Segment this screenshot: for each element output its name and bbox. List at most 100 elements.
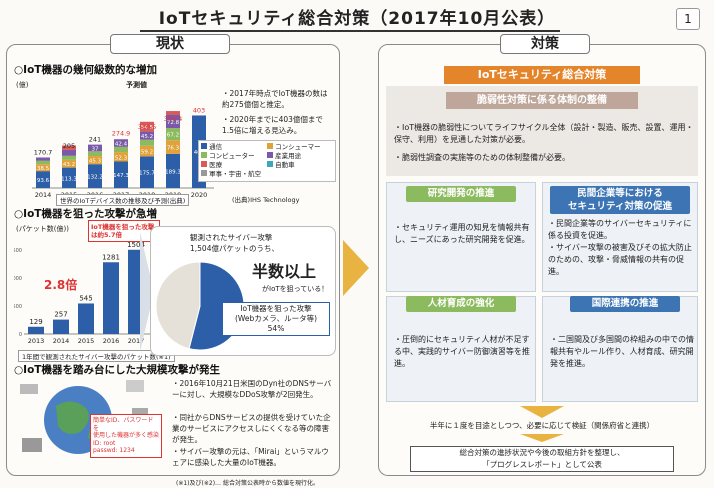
pie-text-1: 観測されたサイバー攻撃 <box>190 233 273 242</box>
pie-text-3: がIoTを狙っている！ <box>262 285 329 293</box>
bar-value-label: 37 <box>92 146 99 152</box>
bar-value-label: 1504 <box>127 241 145 249</box>
bar-segment <box>166 153 180 188</box>
y-tick-label: 1000 <box>14 276 22 282</box>
total-measures-title: IoTセキュリティ総合対策 <box>444 66 640 84</box>
private-sector-heading: 民間企業等における セキュリティ対策の促進 <box>550 186 690 214</box>
callout-line: passwd: 1234 <box>93 447 135 454</box>
forecast-label: 予測値 <box>126 81 147 89</box>
ddos-bullet-1: ・2016年10月21日米国のDyn社のDNSサーバーに対し、大規模なDDoS攻… <box>172 379 332 399</box>
ddos-illustration: 簡単なID、パスワードを 使用した機器が多く感染 ID: root passwd… <box>16 378 166 464</box>
legend-swatch <box>267 152 273 158</box>
bar-segment <box>88 164 102 188</box>
bar-value-label: 129 <box>29 318 42 326</box>
device-chart-legend: 通信 コンシューマー コンピューター 産業用途 医療 自動車 軍事・宇宙・航空 <box>198 140 336 182</box>
bar-segment <box>140 156 154 188</box>
bar-value-label: 72.8 <box>167 120 180 126</box>
bar-segment <box>62 149 76 156</box>
vulnerability-heading: 脆弱性対策に係る体制の整備 <box>446 92 638 109</box>
legend-swatch <box>201 170 207 176</box>
page-title: IoTセキュリティ総合対策（2017年10月公表） <box>158 9 556 29</box>
legend-item: 自動車 <box>275 161 295 169</box>
bar-total-label: 403 <box>193 106 205 114</box>
attack-chart-caption: 1年間で観測されたサイバー攻撃のパケット数(※1) <box>18 350 175 362</box>
footnote: (※1)及び(※2)… 総合対策公表時から数値を現行化。 <box>176 480 319 487</box>
bar-segment <box>114 161 128 188</box>
device-chart-unit: (億) <box>16 81 29 89</box>
rd-text: ・セキュリティ運用の知見を情報共有し、ニーズにあった研究開発を促進。 <box>394 223 530 244</box>
legend-item: 医療 <box>209 161 223 169</box>
device-growth-chart: 93.638.5170.72014113.343.22052015132.245… <box>32 106 214 199</box>
bar-segment <box>166 128 180 141</box>
review-text: 半年に１度を目途としつつ、必要に応じて検証（関係府省と連携） <box>429 421 655 430</box>
bar-value-label: 59.2 <box>141 150 153 156</box>
flow-arrow <box>343 240 369 296</box>
hr-text: ・圧倒的にセキュリティ人材が不足する中、実践的サイバー防御演習等を推進。 <box>394 335 530 368</box>
device-growth-bullet-2: ・2020年までに403億個まで1.5倍に増える見込み。 <box>222 115 323 135</box>
vulnerability-bullet-1: ・IoT機器の脆弱性についてライフサイクル全体（設計・製造、販売、設置、運用・保… <box>394 123 694 144</box>
device-chart-caption: 世界のIoTデバイス数の推移及び予測(出典) <box>56 194 190 206</box>
bar-value-label: 257 <box>54 311 67 319</box>
bar-total-label: 310.5 <box>138 123 157 131</box>
title-underline <box>140 30 560 32</box>
bar-value-label: 45.2 <box>141 134 153 140</box>
bar <box>28 326 44 334</box>
bar-value-label: 42.4 <box>115 142 128 148</box>
callout-line: 簡単なID、パスワードを <box>93 417 154 432</box>
bar-segment <box>36 171 50 188</box>
intl-tile <box>542 296 698 402</box>
hr-tile <box>386 296 536 402</box>
intl-text: ・二国間及び多国間の枠組みの中での情報共有やルール作り、人材育成、研究開発を推進… <box>550 335 694 368</box>
pie-box-line-2: (Webカメラ、ルータ等) <box>234 314 318 323</box>
bar-segment <box>36 157 50 161</box>
bar-segment <box>140 121 154 132</box>
pie-box-line-1: IoT機器を狙った攻撃 <box>240 304 312 313</box>
bar-segment <box>62 155 76 160</box>
pie-slice <box>155 261 201 350</box>
callout-line: ID: root <box>93 439 116 447</box>
callout-line: 使用した機器が多く感染 <box>93 432 160 439</box>
private-sector-text: ・民間企業等のサイバーセキュリティに係る投資を促進。 ・サイバー攻撃の被害及びそ… <box>548 219 692 276</box>
pie-big-text: 半数以上 <box>252 262 317 281</box>
x-tick-label: 2014 <box>35 191 52 199</box>
bar-value-label: 93.6 <box>37 178 50 184</box>
x-tick-label: 2015 <box>78 337 95 345</box>
x-tick-label: 2017 <box>128 337 145 345</box>
vulnerability-bullet-2: ・脆弱性調査の実施等のための体制整備が必要。 <box>394 153 570 162</box>
legend-swatch <box>201 161 207 167</box>
legend-swatch <box>201 143 207 149</box>
device-chart-source: (出典)IHS Technology <box>232 196 300 204</box>
intl-heading: 国際連携の推進 <box>570 296 680 312</box>
bar-total-label: 354.4 <box>164 115 183 123</box>
bar-segment <box>62 145 76 150</box>
bar-segment <box>36 164 50 172</box>
bar-segment <box>140 139 154 146</box>
bar-value-label: 43.2 <box>63 162 75 168</box>
legend-swatch <box>201 152 207 158</box>
x-tick-label: 2016 <box>103 337 120 345</box>
bar-value-label: 189.3 <box>165 169 181 175</box>
y-tick-label: 0 <box>19 332 22 338</box>
bar-value-label: 52.3 <box>115 155 128 161</box>
x-tick-label: 2013 <box>28 337 45 345</box>
x-tick-label: 2020 <box>191 191 208 199</box>
ddos-heading: ○IoT機器を踏み台にした大規模攻撃が発生 <box>14 364 220 376</box>
bar-value-label: 175.7 <box>139 171 155 177</box>
legend-item: コンシューマー <box>275 143 321 151</box>
pie-iot-box: IoT機器を狙った攻撃 (Webカメラ、ルータ等) 54% <box>222 302 330 336</box>
bar-segment <box>114 146 128 153</box>
legend-item: 産業用途 <box>275 152 302 160</box>
bar-value-label: 76.3 <box>167 146 180 152</box>
bar-segment <box>62 167 76 188</box>
legend-swatch <box>267 143 273 149</box>
bar-segment <box>88 151 102 157</box>
ddos-bullet-2: ・同社からDNSサービスの提供を受けていた企業のサービスにアクセスしにくくなる等… <box>172 413 331 444</box>
y-tick-label: 1500 <box>14 248 22 254</box>
bar-segment <box>36 160 50 165</box>
bar-segment <box>140 131 154 140</box>
legend-item: 通信 <box>209 143 223 151</box>
bar-segment <box>114 152 128 162</box>
bar-segment <box>62 159 76 168</box>
bar-value-label: 113.3 <box>61 176 77 182</box>
progress-text-2: 「プログレスレポート」として公表 <box>482 460 602 469</box>
